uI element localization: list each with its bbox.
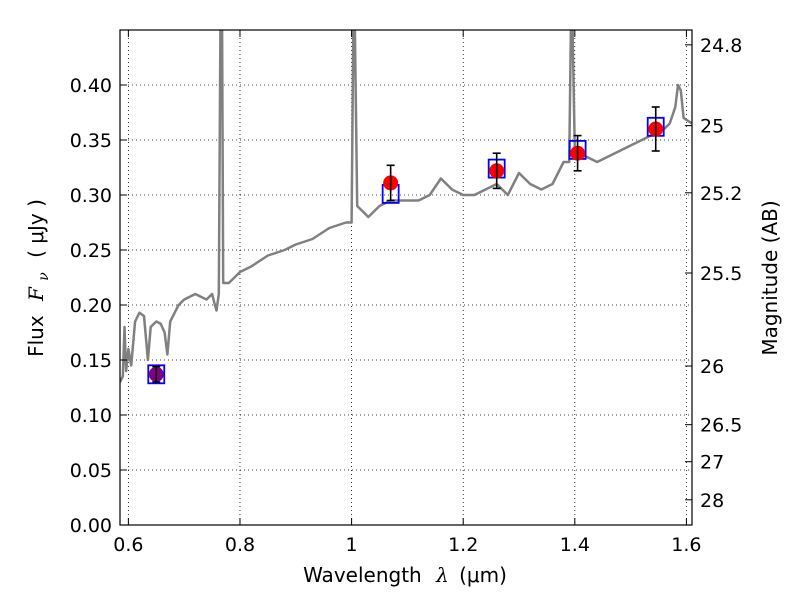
magnitude-tick-label: 25.5 [700, 263, 742, 285]
y-axis-label-prefix: Flux [24, 315, 48, 357]
y-tick-label: 0.05 [70, 460, 112, 482]
y-axis-label-subscript: ν [36, 272, 52, 281]
plot-frame [119, 29, 693, 526]
x-tick-label: 0.6 [113, 534, 143, 556]
x-tick-label: 1.2 [448, 534, 478, 556]
y-tick-label: 0.00 [70, 515, 112, 537]
y-tick-label: 0.15 [70, 350, 112, 372]
y-tick-label: 0.30 [70, 185, 112, 207]
magnitude-axis-label: Magnitude (AB) [758, 200, 782, 355]
x-tick-label: 1 [346, 534, 358, 556]
x-tick-label: 1.4 [560, 534, 590, 556]
y-axis-label-symbol: F [24, 286, 48, 302]
y-axis-label-unit: ( μJy ) [24, 199, 48, 258]
y-axis-ticks: 0.00 0.05 0.10 0.15 0.20 0.25 0.30 0.35 0.40 [70, 75, 127, 537]
magnitude-tick-label: 24.8 [700, 35, 742, 57]
y-tick-label: 0.35 [70, 130, 112, 152]
spectrum-layer [120, 30, 692, 383]
y-tick-label: 0.10 [70, 405, 112, 427]
model-square [147, 364, 166, 385]
y-axis-label: Flux F ν ( μJy ) [24, 199, 53, 357]
photometry-points [147, 106, 665, 385]
x-axis-label-symbol: λ [435, 563, 449, 587]
magnitude-tick-label: 27 [700, 452, 724, 474]
magnitude-axis-ticks: 24.8 25 25.2 25.5 26 26.5 27 28 [685, 35, 742, 512]
grid-lines [120, 30, 692, 526]
x-tick-label: 1.6 [671, 534, 701, 556]
magnitude-tick-label: 28 [700, 490, 724, 512]
y-tick-label: 0.20 [70, 295, 112, 317]
magnitude-tick-label: 26.5 [700, 415, 742, 437]
magnitude-tick-label: 26 [700, 356, 724, 378]
x-axis-ticks: 0.6 0.8 1 1.2 1.4 1.6 [113, 30, 702, 556]
x-axis-label: Wavelength λ (μm) [303, 563, 507, 587]
x-axis-label-unit: (μm) [459, 563, 507, 587]
y-tick-label: 0.40 [70, 75, 112, 97]
x-axis-label-prefix: Wavelength [303, 563, 422, 587]
x-tick-label: 0.8 [225, 534, 255, 556]
y-tick-label: 0.25 [70, 240, 112, 262]
magnitude-tick-label: 25 [700, 116, 724, 138]
spectrum-line [120, 30, 692, 383]
magnitude-tick-label: 25.2 [700, 183, 742, 205]
